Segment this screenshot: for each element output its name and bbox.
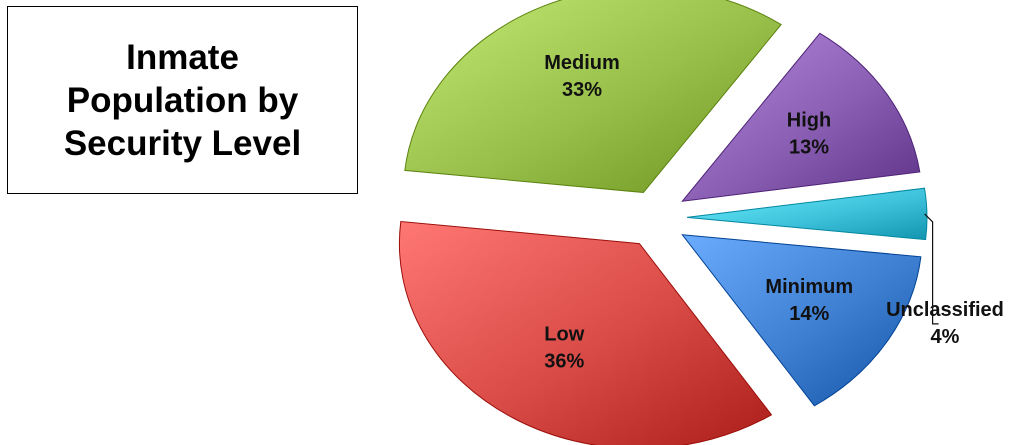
pie-slice-minimum	[681, 234, 922, 407]
pie-labels: High 13% Unclassified 4% Minimum 14% Low 36% Med…	[544, 52, 1004, 373]
slice-label-minimum: Minimum	[765, 276, 853, 298]
slice-label-high: High	[787, 110, 831, 132]
pie-slice-medium	[404, 0, 782, 194]
slice-value-minimum: 14%	[789, 303, 829, 325]
slice-value-high: 13%	[789, 137, 829, 159]
slice-label-low: Low	[544, 324, 584, 346]
slice-label-medium: Medium	[544, 52, 620, 74]
chart-title-box: Inmate Population by Security Level	[7, 6, 358, 194]
chart-title: Inmate Population by Security Level	[63, 37, 302, 163]
pie-slices	[398, 0, 928, 445]
slice-value-low: 36%	[544, 351, 584, 373]
pie-slice-low	[398, 220, 773, 445]
slice-label-unclassified: Unclassified	[886, 299, 1004, 321]
pie-slice-unclassified	[686, 187, 928, 241]
slice-value-unclassified: 4%	[931, 326, 960, 348]
leader-line-unclassified	[924, 213, 939, 325]
slice-value-medium: 33%	[562, 79, 602, 101]
pie-slice-high	[681, 32, 921, 202]
